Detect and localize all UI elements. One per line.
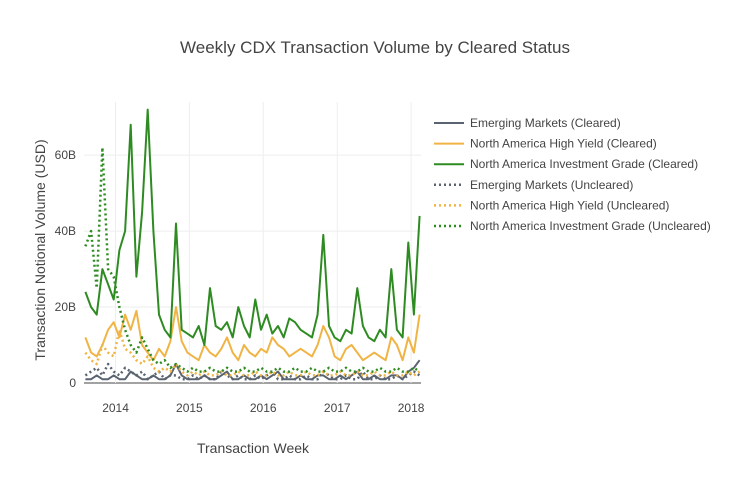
y-axis-label: Transaction Notional Volume (USD) (32, 139, 48, 360)
legend-entry: Emerging Markets (Cleared) (470, 116, 621, 130)
series-line-north-america-high-yield-uncleared (84, 328, 421, 377)
series-line-emerging-markets-cleared (85, 359, 421, 381)
legend-entry: North America Investment Grade (Cleared) (470, 157, 698, 171)
y-tick-label: 60B (55, 148, 76, 162)
y-axis-ticks: 0 20B 40B 60B (55, 148, 77, 390)
x-tick-label: 2015 (176, 401, 203, 415)
x-tick-label: 2014 (102, 401, 129, 415)
x-axis-ticks: 2014 2015 2016 2017 2018 (102, 401, 425, 415)
series-line-north-america-high-yield-cleared (84, 306, 421, 362)
chart-title: Weekly CDX Transaction Volume by Cleared… (180, 38, 570, 57)
y-tick-label: 40B (55, 224, 76, 238)
y-tick-label: 0 (69, 376, 76, 390)
plot-area (84, 108, 421, 381)
x-tick-label: 2018 (398, 401, 425, 415)
x-axis-label: Transaction Week (197, 440, 310, 456)
series-line-emerging-markets-uncleared (84, 362, 421, 381)
legend-entry: North America Investment Grade (Uncleare… (470, 219, 711, 233)
series-line-north-america-investment-grade-uncleared (84, 146, 421, 373)
x-tick-label: 2016 (250, 401, 277, 415)
series-line-north-america-investment-grade-cleared (84, 108, 421, 346)
legend-entry: North America High Yield (Uncleared) (470, 198, 669, 212)
x-tick-label: 2017 (324, 401, 351, 415)
legend-entry: Emerging Markets (Uncleared) (470, 178, 633, 192)
y-tick-label: 20B (55, 300, 76, 314)
legend-entry: North America High Yield (Cleared) (470, 137, 657, 151)
legend: Emerging Markets (Cleared) North America … (434, 116, 711, 233)
